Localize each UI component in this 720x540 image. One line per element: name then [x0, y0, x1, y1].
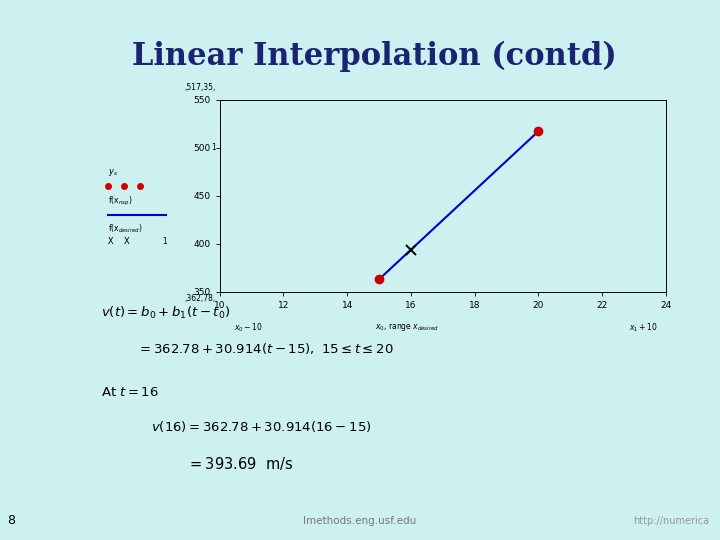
- Text: $v(16) = 362.78 + 30.914(16-15)$: $v(16) = 362.78 + 30.914(16-15)$: [151, 418, 372, 434]
- Text: $x_0-10$: $x_0-10$: [234, 321, 263, 334]
- Text: $x_0$, range $x_{desired}$: $x_0$, range $x_{desired}$: [375, 321, 439, 333]
- Text: ,362,78,: ,362,78,: [185, 294, 216, 303]
- Text: 1: 1: [162, 237, 167, 246]
- Text: 1: 1: [211, 143, 216, 152]
- Text: $y_s$: $y_s$: [108, 167, 118, 178]
- Text: $v(t) = b_0 + b_1(t - t_0)$: $v(t) = b_0 + b_1(t - t_0)$: [101, 305, 230, 321]
- Text: At $t = 16$: At $t = 16$: [101, 386, 158, 399]
- Text: $= 393.69$  m/s: $= 393.69$ m/s: [187, 455, 294, 472]
- Text: lmethods.eng.usf.edu: lmethods.eng.usf.edu: [303, 516, 417, 526]
- Text: f(x$_{desired}$): f(x$_{desired}$): [108, 222, 143, 234]
- Text: Linear Interpolation (contd): Linear Interpolation (contd): [132, 40, 617, 72]
- Text: ,517,35,: ,517,35,: [184, 83, 216, 92]
- Text: http://numerica: http://numerica: [633, 516, 709, 526]
- Text: f(x$_{nsp}$): f(x$_{nsp}$): [108, 195, 132, 208]
- Text: 8: 8: [7, 514, 15, 526]
- Text: X  X: X X: [108, 237, 130, 246]
- Text: $x_1+10$: $x_1+10$: [629, 321, 658, 334]
- Text: $= 362.78 + 30.914(t - 15),\ 15 \leq t \leq 20$: $= 362.78 + 30.914(t - 15),\ 15 \leq t \…: [137, 341, 393, 356]
